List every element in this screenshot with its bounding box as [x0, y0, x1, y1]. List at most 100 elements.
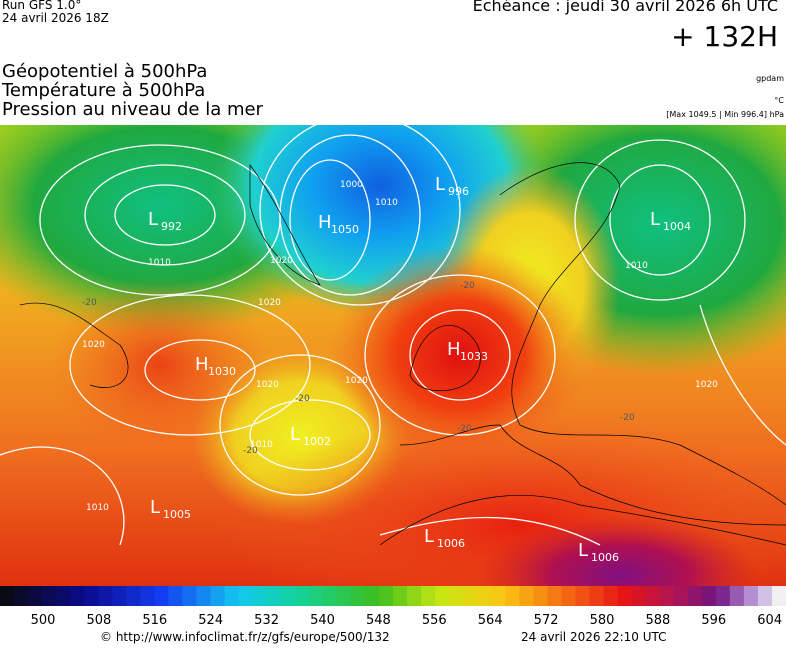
center-symbol: L	[150, 497, 160, 518]
colorbar-swatch	[56, 586, 71, 606]
colorbar-swatch	[673, 586, 689, 606]
colorbar-swatch	[322, 586, 338, 606]
echeance: Echéance : jeudi 30 avril 2026 6h UTC	[472, 0, 778, 15]
colorbar-swatch	[182, 586, 197, 606]
center-value: 1004	[663, 220, 691, 233]
colorbar-swatch	[645, 586, 661, 606]
temperature-label: -20	[243, 446, 258, 456]
unit: °C	[774, 96, 784, 105]
colorbar-swatch	[701, 586, 717, 606]
colorbar-label: 580	[590, 613, 615, 628]
colorbar-label: 556	[422, 613, 447, 628]
isobar-label: 1010	[86, 503, 109, 513]
layer-title: Température à 500hPa	[2, 80, 206, 101]
center-value: 1050	[331, 223, 359, 236]
colorbar-swatch	[491, 586, 506, 606]
colorbar-label: 524	[198, 613, 223, 628]
colorbar-swatch	[743, 586, 759, 606]
colorbar-swatch	[771, 586, 786, 606]
center-value: 1006	[591, 551, 619, 564]
colorbar-label: 500	[31, 613, 56, 628]
colorbar-label: 604	[757, 613, 782, 628]
colorbar-swatch	[575, 586, 590, 606]
footer-stamp: 24 avril 2026 22:10 UTC	[521, 630, 667, 644]
colorbar-label: 540	[310, 613, 335, 628]
temperature-label: -20	[620, 413, 635, 423]
colorbar-swatch	[224, 586, 240, 606]
field	[480, 515, 760, 586]
run: Run GFS 1.0°	[2, 0, 82, 12]
colorbar-swatch	[42, 586, 57, 606]
colorbar-swatch	[308, 586, 324, 606]
colorbar-swatch	[715, 586, 731, 606]
colorbar-swatch	[393, 586, 408, 606]
temperature-label: -20	[295, 394, 310, 404]
colorbar-swatch	[350, 586, 366, 606]
isobar-label: 1020	[345, 376, 368, 386]
colorbar-swatch	[0, 586, 15, 606]
center-value: 996	[448, 185, 469, 198]
colorbar-swatch	[168, 586, 183, 606]
colorbar-swatch	[280, 586, 296, 606]
colorbar-label: 548	[366, 613, 391, 628]
colorbar-swatch	[477, 586, 492, 606]
colorbar-swatch	[112, 586, 127, 606]
isobar-label: 1010	[250, 440, 273, 450]
field	[50, 275, 270, 455]
colorbar-swatch	[603, 586, 619, 606]
colorbar-swatch	[631, 586, 647, 606]
isobar-label: 1000	[340, 180, 363, 190]
colorbar-swatch	[126, 586, 141, 606]
colorbar-swatch	[266, 586, 282, 606]
colorbar-swatch	[252, 586, 268, 606]
colorbar-label: 572	[534, 613, 559, 628]
isobar-label: 1010	[148, 258, 171, 268]
unit: [Max 1049.5 | Min 996.4] hPa	[666, 110, 784, 119]
layer-title: Pression au niveau de la mer	[2, 99, 263, 120]
temperature-label: -20	[457, 424, 472, 434]
run-date: 24 avril 2026 18Z	[2, 11, 109, 25]
isobar-label: 1020	[82, 340, 105, 350]
isobar-label: 1020	[695, 380, 718, 390]
colorbar-swatch	[196, 586, 212, 606]
colorbar-swatch	[407, 586, 422, 606]
center-symbol: L	[650, 209, 660, 230]
colorbar-swatch	[70, 586, 85, 606]
colorbar-label: 596	[701, 613, 726, 628]
colorbar-swatch	[449, 586, 464, 606]
layer-title: Géopotentiel à 500hPa	[2, 61, 208, 82]
field	[330, 245, 590, 465]
colorbar-swatch	[561, 586, 576, 606]
isobar-label: 1010	[375, 198, 398, 208]
colorbar-swatch	[98, 586, 113, 606]
colorbar-swatch	[617, 586, 633, 606]
colorbar-swatch	[238, 586, 254, 606]
footer-url: © http://www.infoclimat.fr/z/gfs/europe/…	[100, 630, 390, 644]
colorbar-swatch	[140, 586, 155, 606]
colorbar-swatch	[519, 586, 534, 606]
horizon: + 132H	[671, 20, 778, 53]
isobar-label: 1010	[625, 261, 648, 271]
center-symbol: L	[424, 526, 434, 547]
colorbar-swatch	[757, 586, 773, 606]
center-value: 1033	[460, 350, 488, 363]
colorbar-swatch	[547, 586, 562, 606]
colorbar-swatch	[210, 586, 226, 606]
colorbar: 500 508 516 524 532 540 548 556 564 572 580 588 596 6…	[0, 586, 786, 628]
center-symbol: L	[435, 174, 445, 195]
colorbar-swatch	[729, 586, 745, 606]
colorbar-swatch	[505, 586, 520, 606]
colorbar-label: 516	[142, 613, 167, 628]
colorbar-label: 532	[254, 613, 279, 628]
colorbar-swatch	[533, 586, 548, 606]
isobars	[0, 125, 786, 546]
center-value: 1006	[437, 537, 465, 550]
colorbar-swatch	[294, 586, 310, 606]
temperature-label: -20	[82, 298, 97, 308]
isobar-label: 1020	[256, 380, 279, 390]
colorbar-swatch	[687, 586, 703, 606]
colorbar-swatch	[659, 586, 675, 606]
isobar-label: 1020	[258, 298, 281, 308]
colorbar-swatch	[435, 586, 450, 606]
